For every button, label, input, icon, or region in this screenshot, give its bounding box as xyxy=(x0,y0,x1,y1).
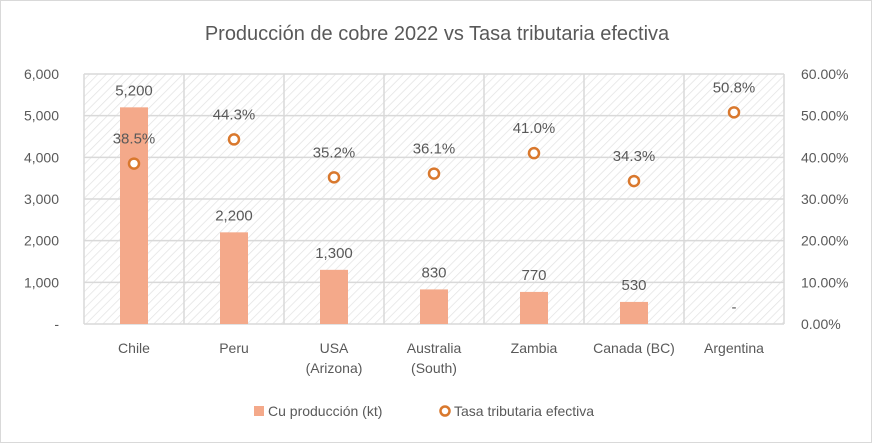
marker xyxy=(127,157,141,170)
left-tick-label: 1,000 xyxy=(24,274,59,290)
legend-marker-label: Tasa tributaria efectiva xyxy=(454,403,594,419)
bar xyxy=(120,107,148,324)
right-tick-label: 60.00% xyxy=(801,66,848,82)
marker xyxy=(627,174,641,188)
category-label: USA xyxy=(320,340,349,356)
bar xyxy=(520,291,548,324)
bar-data-label: 2,200 xyxy=(215,207,253,224)
legend-marker-swatch xyxy=(439,405,451,417)
right-tick-label: 30.00% xyxy=(801,191,848,207)
left-tick-label: 3,000 xyxy=(24,191,59,207)
marker xyxy=(527,146,541,160)
left-tick-label: 6,000 xyxy=(24,66,59,82)
category-label: Peru xyxy=(219,340,249,356)
left-tick-label: - xyxy=(54,316,59,332)
marker xyxy=(427,167,441,180)
bar xyxy=(620,301,648,324)
category-label: Argentina xyxy=(704,340,764,356)
bar-data-label: 530 xyxy=(621,277,646,294)
left-tick-label: 4,000 xyxy=(24,149,59,165)
right-tick-label: 40.00% xyxy=(801,149,848,165)
category-label: (Arizona) xyxy=(306,360,363,376)
left-tick-label: 5,000 xyxy=(24,108,59,124)
marker-data-label: 38.5% xyxy=(113,131,156,148)
marker xyxy=(227,133,241,146)
legend-bar-swatch xyxy=(254,406,264,416)
bar-data-label: - xyxy=(732,299,737,316)
category-label: Australia xyxy=(407,340,462,356)
right-tick-label: 10.00% xyxy=(801,274,848,290)
marker xyxy=(727,106,741,119)
legend-bar-label: Cu producción (kt) xyxy=(268,403,382,419)
bar xyxy=(220,232,248,324)
bar-data-label: 830 xyxy=(421,264,446,281)
left-tick-label: 2,000 xyxy=(24,233,59,249)
right-tick-label: 50.00% xyxy=(801,108,848,124)
category-label: Canada (BC) xyxy=(593,340,675,356)
marker-data-label: 41.0% xyxy=(513,120,556,137)
marker-data-label: 50.8% xyxy=(713,79,756,96)
category-label: Zambia xyxy=(511,340,558,356)
marker-data-label: 36.1% xyxy=(413,141,456,158)
right-tick-label: 20.00% xyxy=(801,233,848,249)
marker-data-label: 34.3% xyxy=(613,148,656,165)
category-label: (South) xyxy=(411,360,457,376)
bar xyxy=(320,269,348,324)
category-label: Chile xyxy=(118,340,150,356)
bar xyxy=(420,289,448,324)
marker-data-label: 44.3% xyxy=(213,106,256,123)
chart-title: Producción de cobre 2022 vs Tasa tributa… xyxy=(205,23,670,45)
bar-data-label: 5,200 xyxy=(115,82,153,99)
marker-data-label: 35.2% xyxy=(313,144,356,161)
bar-data-label: 770 xyxy=(521,267,546,284)
bar-data-label: 1,300 xyxy=(315,245,353,262)
marker xyxy=(327,171,341,184)
right-tick-label: 0.00% xyxy=(801,316,841,332)
